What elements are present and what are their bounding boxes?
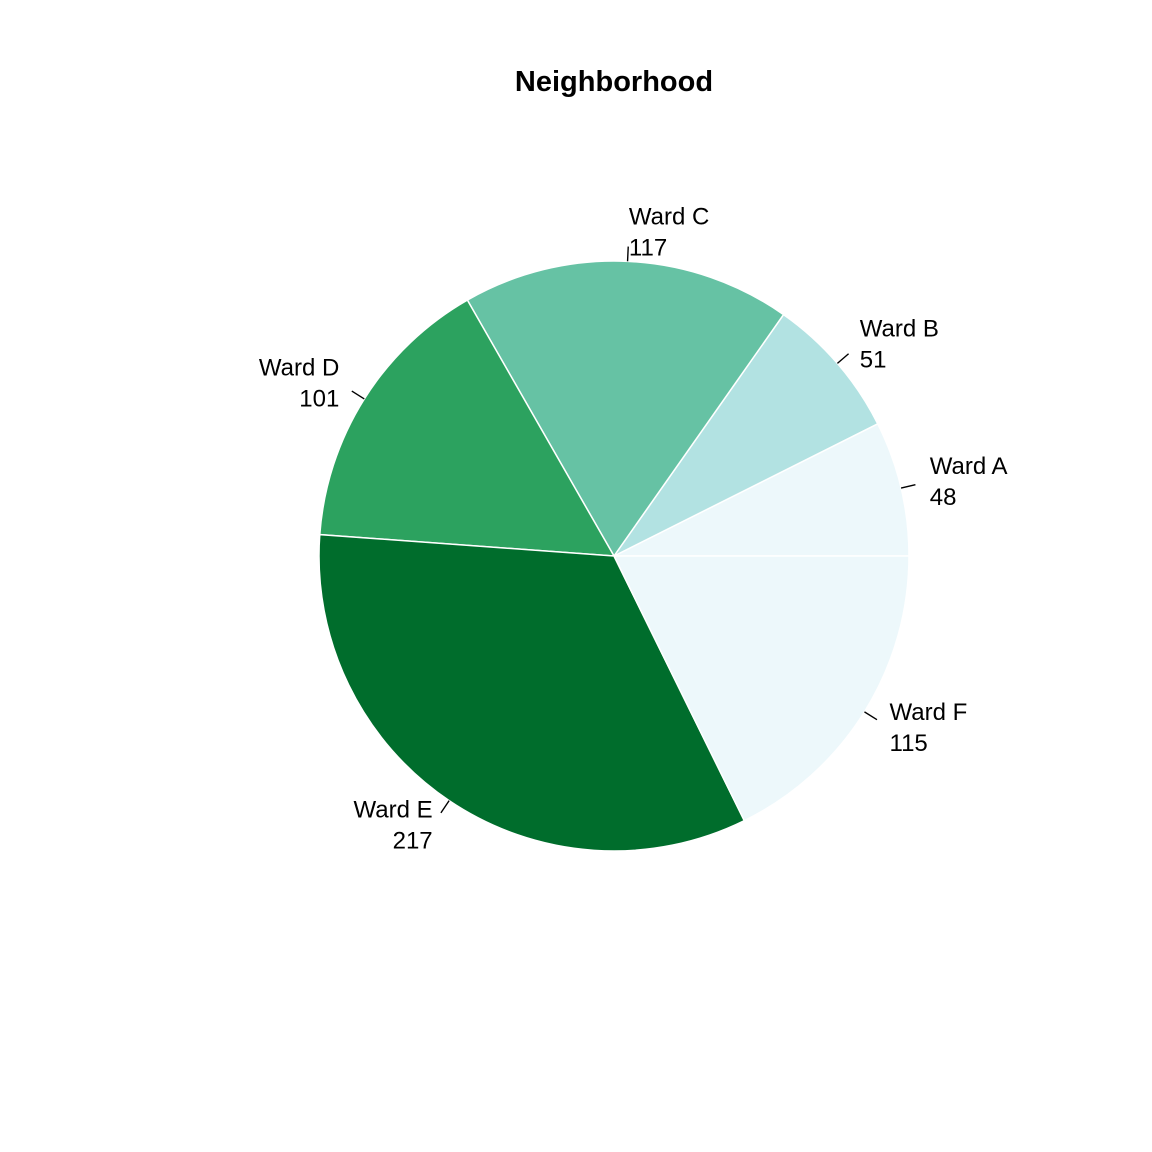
slice-label-name: Ward D	[259, 355, 339, 382]
pie-slice-ward-e	[318, 533, 746, 852]
slice-label-value: 48	[930, 484, 957, 511]
slice-label-ward-b: Ward B 51	[860, 316, 939, 374]
pie-slices	[318, 260, 910, 852]
pie-slice-ward-f	[612, 555, 910, 822]
slice-label-value: 217	[393, 828, 433, 855]
leader-line-ward-c	[626, 246, 629, 262]
slice-label-ward-f: Ward F 115	[890, 699, 968, 757]
leader-line-ward-d	[351, 390, 365, 400]
slice-label-ward-a: Ward A 48	[930, 453, 1008, 511]
pie-slice-ward-b	[613, 313, 879, 557]
slice-label-ward-c: Ward C 117	[629, 203, 709, 261]
slice-label-name: Ward B	[860, 316, 939, 343]
slice-label-name: Ward E	[354, 797, 433, 824]
leader-line-ward-e	[440, 800, 450, 814]
slice-label-name: Ward C	[629, 203, 709, 230]
slice-label-value: 117	[629, 234, 667, 261]
slice-label-name: Ward A	[930, 453, 1008, 480]
slice-label-ward-e: Ward E 217	[354, 797, 433, 855]
slice-label-value: 51	[860, 347, 887, 374]
leader-line-ward-f	[864, 711, 878, 721]
slice-label-value: 115	[890, 730, 928, 757]
leader-line-ward-a	[900, 483, 916, 489]
pie-slice-ward-d	[318, 299, 616, 557]
leader-line-ward-b	[836, 353, 850, 364]
slice-label-ward-d: Ward D 101	[259, 355, 339, 413]
pie-slice-ward-c	[466, 260, 785, 558]
slice-label-value: 101	[299, 386, 339, 413]
slice-label-name: Ward F	[890, 699, 968, 726]
pie-labels: Ward A 48 Ward B 51 Ward C 117 Ward D 101 Ward E…	[259, 203, 1008, 854]
chart-title: Neighborhood	[515, 66, 713, 98]
